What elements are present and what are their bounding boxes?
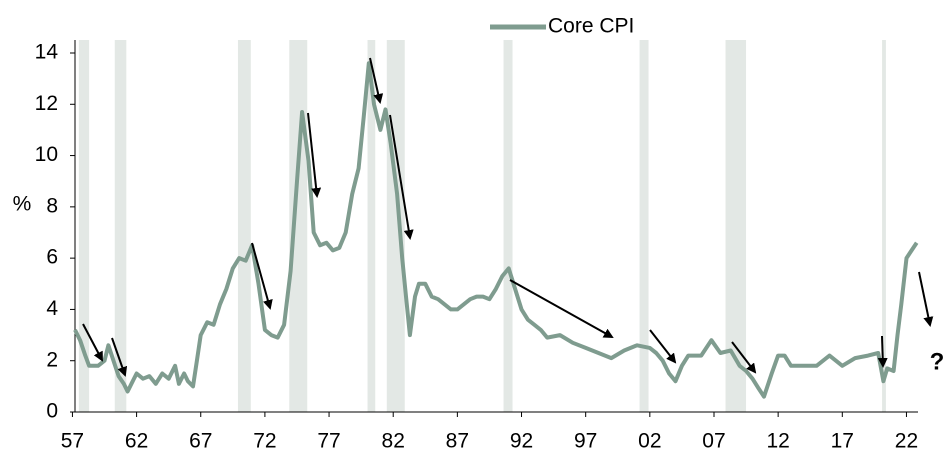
recession-band — [237, 40, 251, 412]
y-tick-label: 6 — [46, 246, 58, 269]
arrow — [649, 329, 677, 364]
arrow — [731, 341, 757, 374]
y-tick-label: 0 — [46, 400, 58, 423]
legend-label: Core CPI — [548, 15, 634, 38]
x-tick-label: 62 — [125, 430, 148, 453]
recession-band — [289, 40, 308, 412]
x-tick-label: 02 — [638, 430, 661, 453]
arrow — [251, 242, 273, 310]
x-tick-label: 12 — [766, 430, 789, 453]
y-tick-label: 12 — [35, 92, 58, 115]
arrow — [307, 112, 322, 198]
series-line — [73, 61, 919, 399]
y-axis-label: % — [13, 193, 32, 216]
recession-band — [503, 40, 513, 412]
recession-band — [78, 40, 90, 412]
arrow — [111, 337, 128, 377]
x-tick-label: 87 — [446, 430, 469, 453]
x-tick-label: 82 — [382, 430, 405, 453]
x-tick-label: 72 — [253, 430, 276, 453]
x-tick-label: 07 — [702, 430, 725, 453]
arrow — [82, 323, 103, 362]
arrow — [389, 114, 414, 240]
x-tick-label: 97 — [574, 430, 597, 453]
recession-band — [882, 40, 886, 412]
annotation: ? — [930, 348, 945, 375]
recession-band — [386, 40, 405, 412]
y-tick-label: 14 — [35, 41, 59, 64]
arrows — [82, 57, 934, 377]
y-tick-label: 8 — [46, 194, 58, 217]
x-tick-label: 77 — [317, 430, 340, 453]
recession-band — [725, 40, 747, 412]
y-tick-label: 2 — [46, 348, 58, 371]
x-tick-label: 67 — [189, 430, 212, 453]
recession-band — [639, 40, 649, 412]
y-tick-label: 10 — [35, 143, 58, 166]
arrow — [877, 335, 888, 368]
x-tick-label: 92 — [510, 430, 533, 453]
recession-band — [114, 40, 127, 412]
recession-band — [367, 40, 376, 412]
x-tick-label: 22 — [895, 430, 918, 453]
arrow — [509, 279, 614, 338]
arrow — [918, 271, 934, 327]
arrow — [369, 57, 384, 104]
y-tick-label: 4 — [46, 297, 58, 320]
x-tick-label: 17 — [831, 430, 854, 453]
x-tick-label: 57 — [61, 430, 84, 453]
